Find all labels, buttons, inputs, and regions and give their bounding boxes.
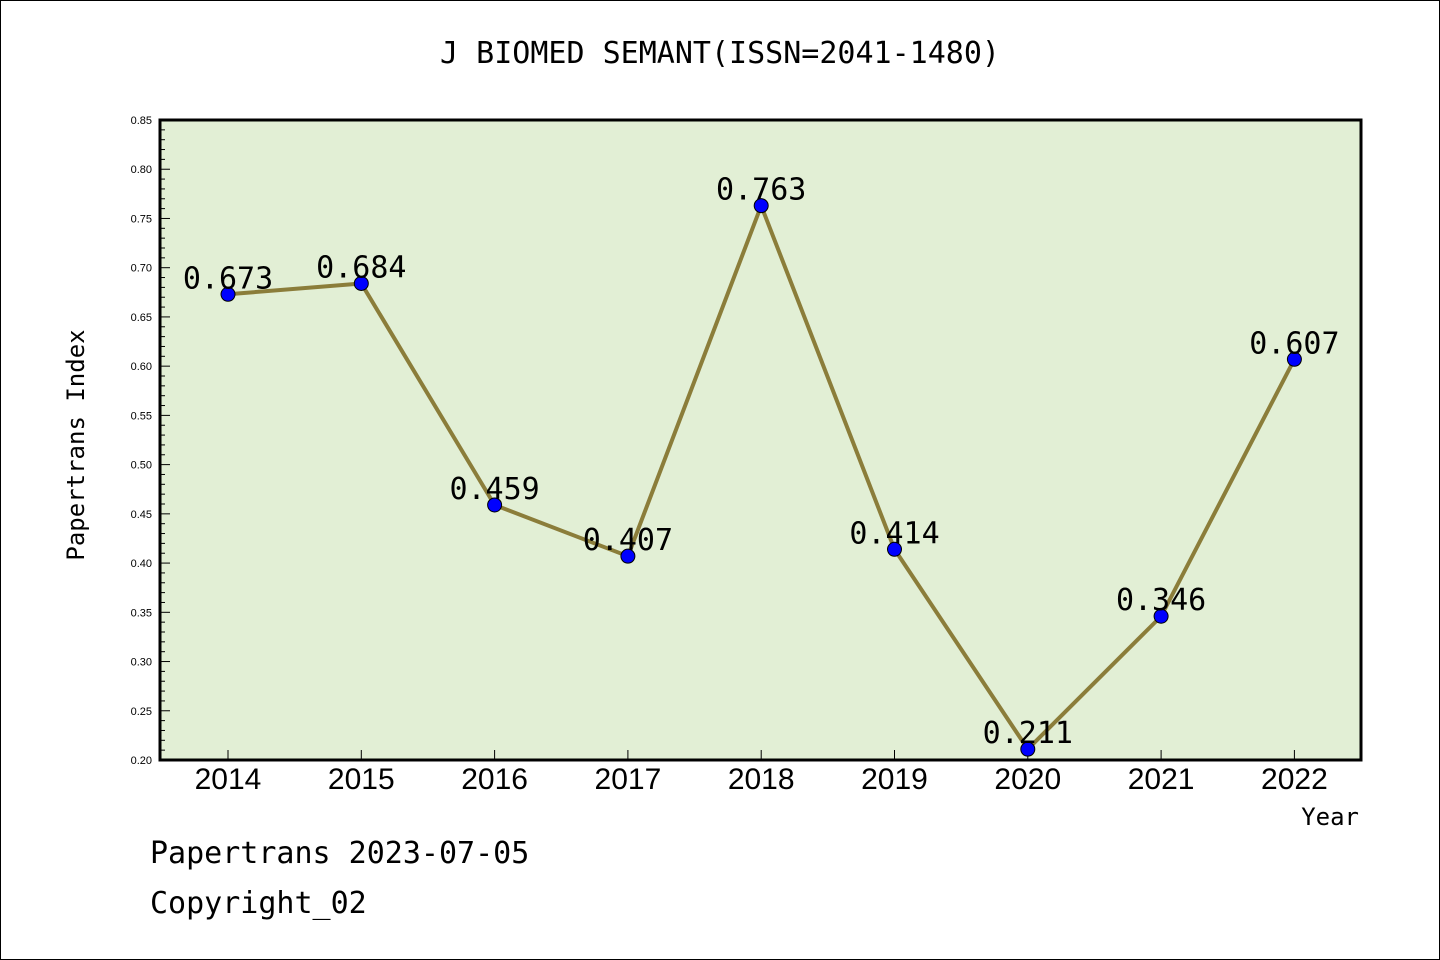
data-point: [620, 548, 636, 564]
data-point: [1153, 608, 1169, 624]
y-tick-label: 0.75: [131, 213, 152, 225]
data-point: [1020, 741, 1036, 757]
x-tick-label: 2019: [861, 763, 928, 796]
x-tick-label: 2021: [1128, 763, 1195, 796]
data-label: 0.407: [583, 523, 673, 558]
data-point: [487, 497, 503, 513]
y-tick-label: 0.50: [131, 460, 152, 472]
y-tick-label: 0.60: [131, 361, 152, 373]
y-tick-label: 0.70: [131, 263, 152, 275]
y-tick-label: 0.65: [131, 312, 152, 324]
footer-date: Papertrans 2023-07-05: [150, 836, 530, 871]
y-tick-label: 0.55: [131, 410, 152, 422]
data-point: [887, 541, 902, 557]
data-point: [1286, 351, 1302, 367]
data-point: [220, 286, 236, 302]
x-tick-label: 2022: [1261, 763, 1328, 796]
y-tick-label: 0.80: [131, 164, 152, 176]
y-tick-label: 0.85: [131, 115, 152, 127]
x-tick-label: 2018: [728, 763, 795, 796]
x-tick-label: 2015: [328, 763, 395, 796]
x-axis-label: Year: [1301, 803, 1359, 831]
x-tick-label: 2017: [595, 763, 662, 796]
data-label: 0.414: [849, 516, 939, 551]
y-tick-label: 0.40: [131, 558, 152, 570]
footer-copyright: Copyright_02: [150, 886, 367, 921]
y-axis-label: Papertrans Index: [62, 329, 90, 560]
x-tick-label: 2016: [461, 763, 528, 796]
y-tick-label: 0.45: [131, 509, 152, 521]
x-tick-label: 2020: [994, 763, 1061, 796]
x-tick-label: 2014: [195, 763, 262, 796]
y-axis-ticks: 0.20 0.25 0.30 0.35 0.40 0.45 0.50 0.55 0.60 0.65…: [131, 115, 170, 767]
y-tick-label: 0.35: [131, 607, 152, 619]
data-label: 0.211: [983, 716, 1073, 751]
y-tick-label: 0.25: [131, 706, 152, 718]
data-labels: 0.673 0.684 0.459 0.407 0.763 0.414 0.211 0.346…: [183, 173, 1340, 752]
data-label: 0.607: [1249, 326, 1339, 361]
chart-title: J BIOMED SEMANT(ISSN=2041-1480): [440, 36, 1000, 71]
data-label: 0.346: [1116, 583, 1206, 618]
data-label: 0.763: [716, 173, 806, 208]
data-label: 0.684: [316, 250, 406, 285]
y-tick-label: 0.20: [131, 755, 152, 767]
data-label: 0.459: [449, 472, 539, 507]
x-axis-ticks: 2014 2015 2016 2017 2018 2019 2020 2021 2022: [195, 750, 1328, 796]
data-point: [753, 198, 769, 214]
plot-area: [158, 118, 1363, 762]
data-points: [220, 198, 1302, 757]
y-tick-label: 0.30: [131, 657, 152, 669]
data-label: 0.673: [183, 261, 273, 296]
data-point: [353, 275, 369, 291]
